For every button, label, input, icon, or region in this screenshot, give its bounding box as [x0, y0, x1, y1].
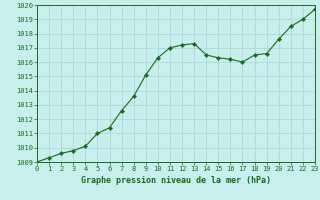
- X-axis label: Graphe pression niveau de la mer (hPa): Graphe pression niveau de la mer (hPa): [81, 176, 271, 185]
